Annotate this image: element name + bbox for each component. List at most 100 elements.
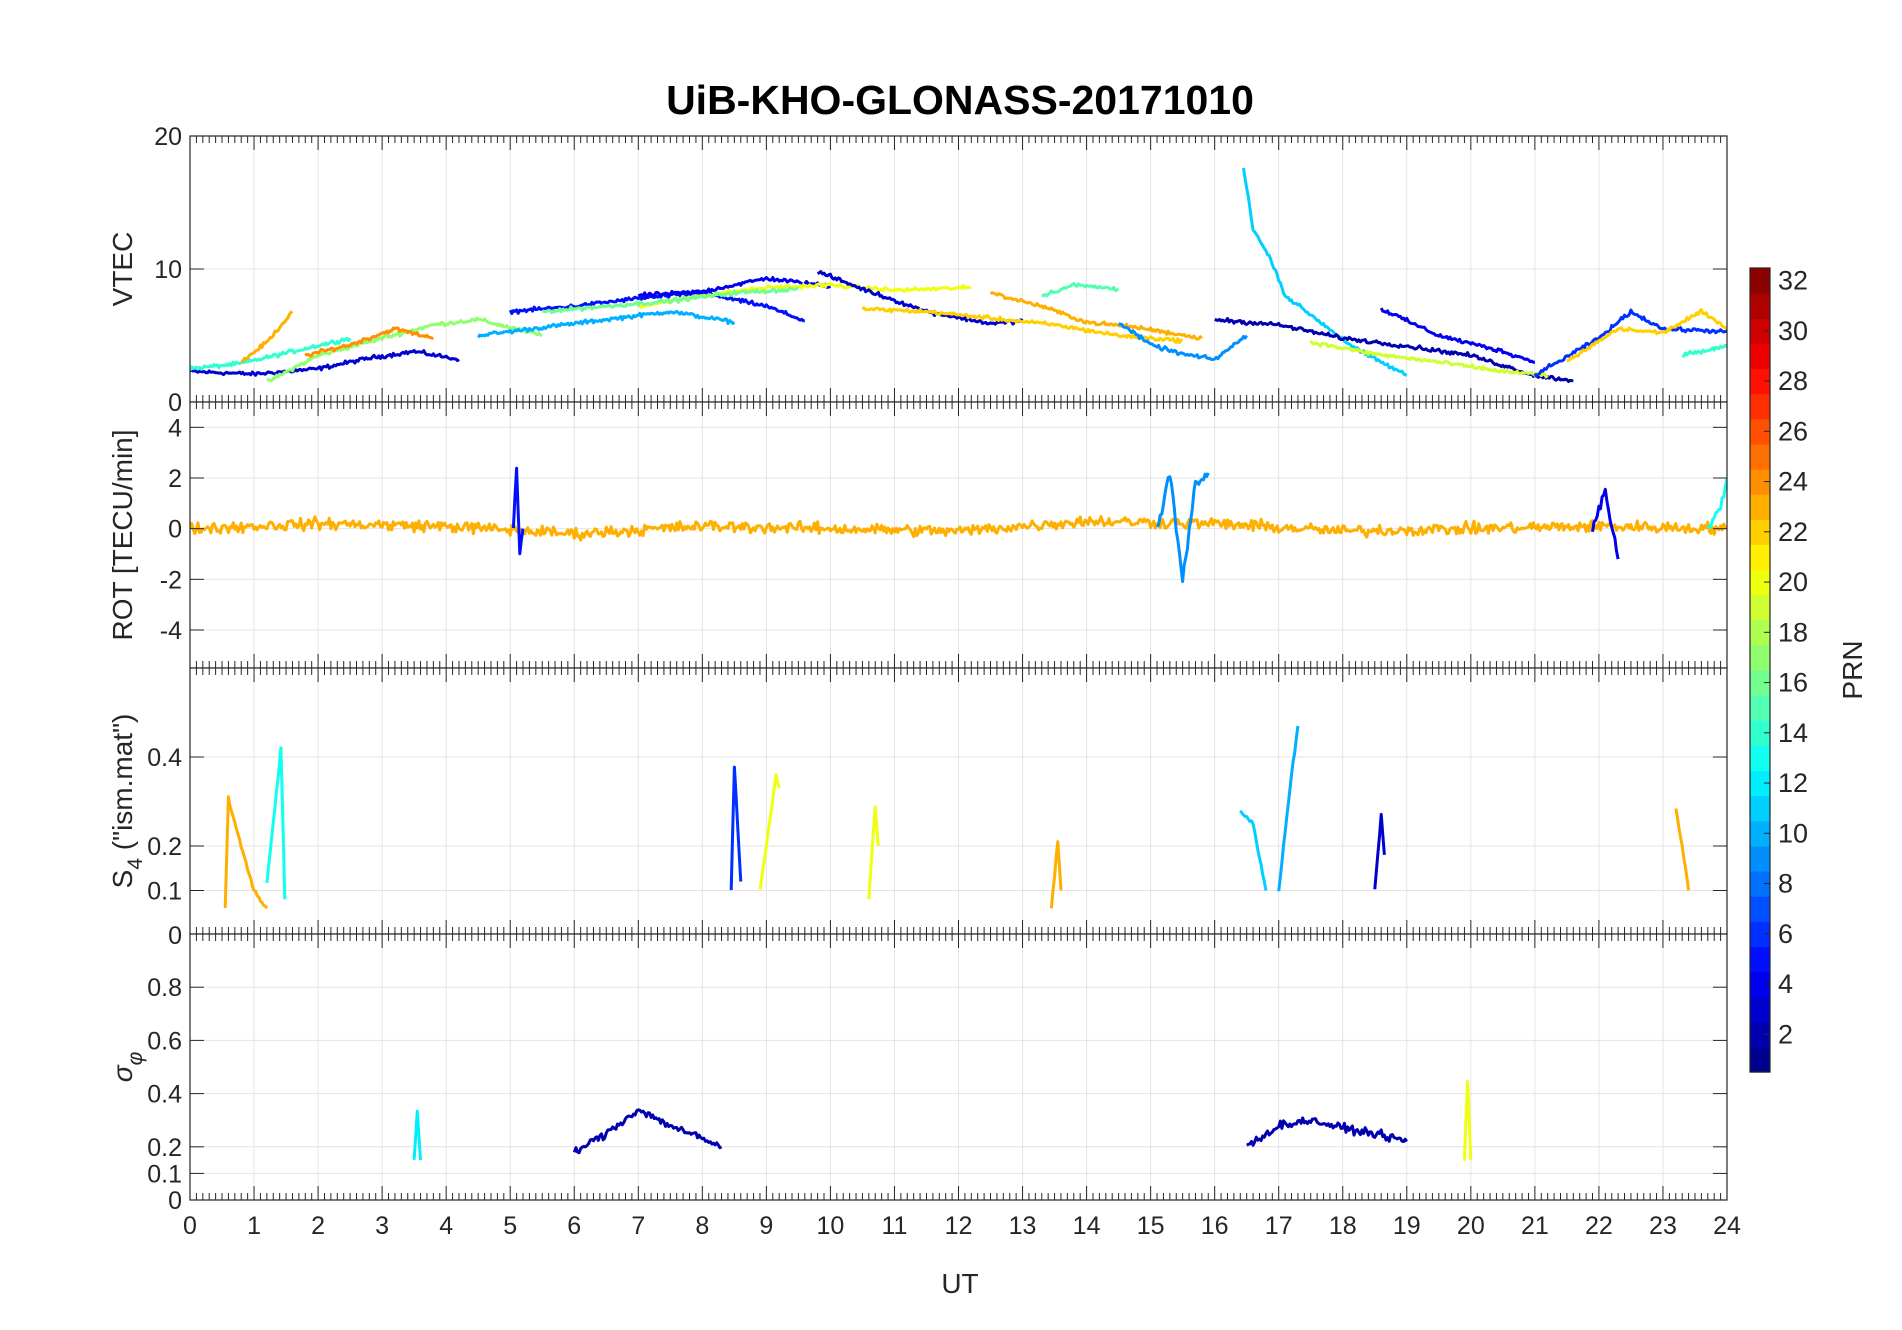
series-prn-22 [1566,308,1727,363]
panel-sigma-ylabel: σφ [107,1051,147,1082]
panel-sigma-grid [190,934,1727,1200]
x-tick-label: 11 [881,1212,907,1240]
x-tick-label: 9 [759,1212,773,1240]
series-prn-23 [1049,840,1063,909]
x-tick-label: 20 [1457,1212,1485,1240]
y-tick-label: 0.4 [147,744,182,772]
colorbar-tick-label: 22 [1778,517,1808,547]
x-tick-label: 8 [695,1212,709,1240]
panel-vtec-grid [190,136,1727,402]
colorbar-tick-label: 24 [1778,467,1808,497]
colorbar-cell [1750,343,1770,370]
panel-sigma-series [412,1080,1473,1161]
x-tick-label: 2 [311,1212,325,1240]
panel-sigma-ticks [189,934,1728,1201]
x-axis-label: UT [941,1268,978,1299]
colorbar-cell [1750,268,1770,294]
colorbar-cell [1750,845,1770,872]
colorbar-tick-label: 20 [1778,567,1808,597]
panel-rot-series [190,466,1727,583]
colorbar-tick-label: 32 [1778,266,1808,296]
series-prn-9 [1155,472,1210,583]
colorbar-cell [1750,770,1770,797]
panel-sigma: 00.10.2 0.4 0.6 0.8 σφ [107,933,1728,1215]
y-tick-label: 20 [154,123,182,151]
y-tick-label: 0.2 [147,833,182,861]
series-prn-2 [1246,1116,1409,1147]
series-prn-11 [1239,809,1268,891]
x-tick-label: 14 [1073,1212,1101,1240]
colorbar-tick-label: 18 [1778,617,1808,647]
series-prn-14 [1681,343,1727,358]
series-prn-9 [1118,322,1248,362]
panel-rot: -4 -2 0 2 4 ROT [TECU/min] [107,401,1728,669]
colorbar-cell [1750,695,1770,721]
panel-rot-ylabel: ROT [TECU/min] [107,429,138,640]
colorbar-cell [1750,569,1770,596]
x-tick-label: 4 [439,1212,453,1240]
series-prn-20 [1462,1080,1473,1161]
series-prn-3 [1373,812,1386,890]
y-tick-label: 4 [168,414,182,442]
x-tick-label: 22 [1585,1212,1613,1240]
series-prn-4 [1379,307,1536,364]
series-prn-12 [412,1109,422,1161]
panel-vtec-ticks [189,135,1728,403]
y-tick-label: 0.1 [147,878,182,906]
panel-s4-ylabel: S4 ("ism.mat") [107,714,147,889]
colorbar-tick-label: 2 [1778,1019,1793,1049]
series-prn-4 [637,276,832,298]
chart-title: UiB-KHO-GLONASS-20171010 [666,77,1254,123]
series-prn-23 [223,795,269,910]
series-prn-13 [265,746,287,900]
x-tick-label: 10 [817,1212,845,1240]
colorbar-cell [1750,494,1770,520]
colorbar-cell [1750,368,1770,395]
series-prn-23 [1674,808,1691,891]
colorbar-tick-label: 12 [1778,768,1808,798]
colorbar-cell [1750,871,1770,897]
panel-s4-ticks [189,668,1728,936]
colorbar-tick-label: 30 [1778,316,1808,346]
colorbar-cell [1750,996,1770,1023]
series-prn-22 [861,306,1184,345]
colorbar-frame [1749,267,1771,1073]
colorbar-tick-label: 26 [1778,416,1808,446]
x-tick-label: 13 [1009,1212,1037,1240]
x-tick-label: 6 [567,1212,581,1240]
colorbar-cell [1750,519,1770,545]
colorbar-cell [1750,670,1770,696]
y-tick-label: 0.6 [147,1027,182,1055]
series-prn-20 [758,773,781,890]
x-tick-label: 19 [1393,1212,1421,1240]
y-tick-label: 10 [154,256,182,284]
colorbar-cell [1750,921,1770,947]
x-tick-label: 5 [503,1212,517,1240]
series-prn-23 [989,291,1203,341]
y-tick-label: 0.8 [147,974,182,1002]
colorbar-tick-label: 16 [1778,668,1808,698]
x-tick-label: 0 [183,1212,197,1240]
panel-s4: 0 0.1 0.2 0.4S4 ("ism.mat") [107,667,1728,950]
y-tick-label: 0.1 [147,1160,182,1188]
colorbar-cell [1750,896,1770,922]
series-prn-2 [1214,317,1574,383]
y-tick-label: 0 [168,922,182,950]
x-tick-label: 16 [1201,1212,1229,1240]
colorbar-cell [1750,644,1770,671]
colorbar-cell [1750,971,1770,998]
x-tick-label: 18 [1329,1212,1357,1240]
series-prn-11 [1242,167,1408,377]
series-prn-2 [572,1108,723,1155]
colorbar-cell [1750,1046,1770,1073]
y-tick-label: 0 [168,1187,182,1215]
series-prn-10 [1277,725,1300,892]
series-prn-15 [1041,282,1120,298]
series-prn-16 [542,286,800,315]
series-prn-13 [1706,477,1727,530]
colorbar-cell [1750,1021,1770,1048]
y-tick-label: 0 [168,516,182,544]
x-tick-label: 3 [375,1212,389,1240]
series-prn-14 [190,336,352,372]
